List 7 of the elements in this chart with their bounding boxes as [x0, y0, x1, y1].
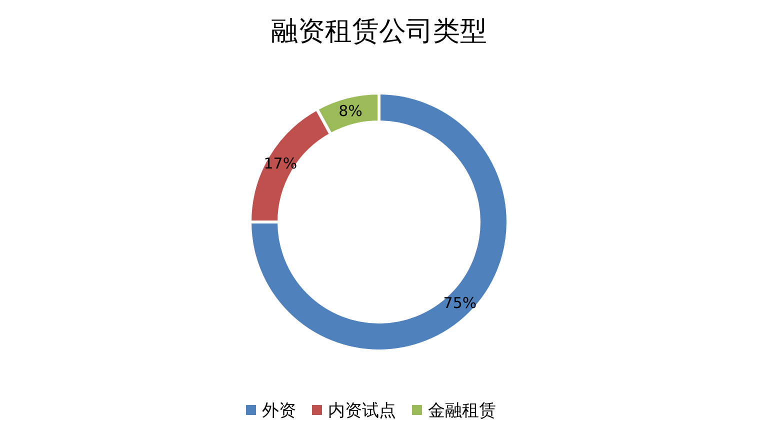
donut-slice: [248, 92, 510, 352]
legend-label: 内资试点: [328, 401, 396, 421]
data-label: 8%: [338, 102, 362, 120]
data-label: 75%: [443, 294, 477, 312]
legend-label: 金融租赁: [428, 401, 496, 421]
legend-label: 外资: [262, 401, 296, 421]
chart-title: 融资租赁公司类型: [271, 16, 487, 47]
